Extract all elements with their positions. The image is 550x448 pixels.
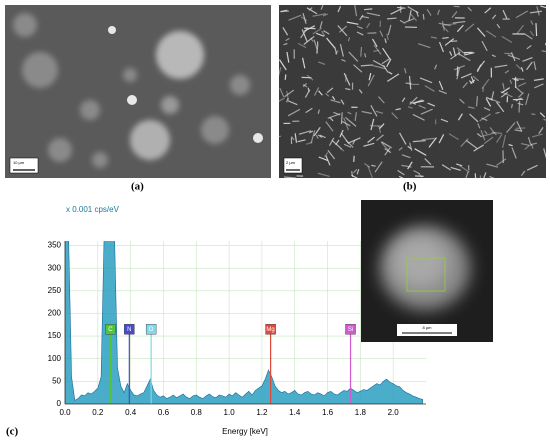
y-tick-label: 0 (57, 399, 62, 408)
y-tick-label: 100 (48, 354, 62, 363)
scale-bar-label: 10 µm (13, 160, 25, 165)
texture (536, 23, 537, 36)
element-label: Mg (266, 327, 274, 333)
texture (450, 41, 458, 42)
panel-label: (a) (131, 181, 144, 193)
x-tick-label: 0.2 (92, 408, 104, 417)
x-tick-label: 2.0 (388, 408, 400, 417)
x-tick-label: 1.2 (256, 408, 268, 417)
sem-image-a (5, 5, 271, 178)
texture (531, 114, 535, 115)
texture (459, 50, 460, 56)
x-tick-label: 1.6 (322, 408, 334, 417)
y-tick-label: 50 (52, 376, 61, 385)
texture (341, 112, 342, 124)
x-tick-label: 1.4 (289, 408, 301, 417)
texture (387, 18, 397, 19)
y-tick-label: 250 (48, 286, 62, 295)
scale-bar-label: 8 µm (423, 325, 433, 330)
element-label: O (149, 327, 154, 333)
unit-label: x 0.001 cps/eV (66, 205, 120, 214)
y-tick-label: 300 (48, 263, 62, 272)
texture (423, 14, 424, 20)
y-tick-label: 350 (48, 241, 62, 250)
texture (371, 165, 375, 166)
panel-label: (c) (6, 426, 19, 438)
texture (512, 104, 513, 108)
texture (285, 74, 286, 79)
texture (280, 11, 289, 12)
panel-label: (b) (403, 181, 417, 193)
sem-image-b (273, 5, 550, 187)
sem-inset (361, 200, 493, 342)
x-tick-label: 1.8 (355, 408, 367, 417)
x-tick-label: 0.4 (125, 408, 137, 417)
x-tick-label: 1.0 (224, 408, 236, 417)
x-tick-label: 0.8 (191, 408, 203, 417)
x-tick-label: 0.6 (158, 408, 170, 417)
texture (519, 101, 520, 113)
texture (361, 47, 362, 57)
x-axis-label: Energy [keV] (222, 427, 268, 436)
texture (364, 9, 372, 10)
y-tick-label: 150 (48, 331, 62, 340)
element-label: C (108, 327, 113, 333)
element-label: N (127, 327, 131, 333)
y-tick-label: 200 (48, 309, 62, 318)
x-tick-label: 0.0 (59, 408, 71, 417)
texture (442, 38, 448, 39)
scale-bar-label: 2 µm (286, 160, 296, 165)
element-label: Si (348, 327, 353, 333)
